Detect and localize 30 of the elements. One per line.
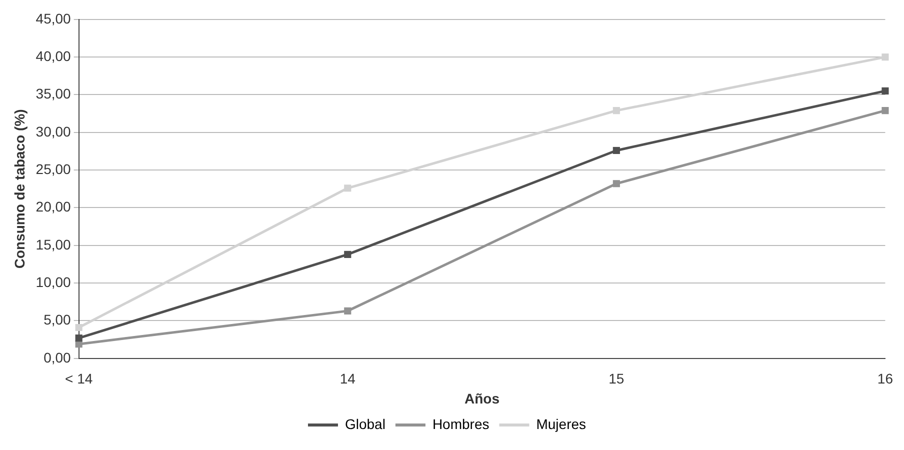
y-tick-label: 40,00	[36, 48, 72, 64]
y-tick-label: 20,00	[36, 198, 72, 215]
legend-label: Hombres	[432, 416, 490, 432]
x-tick-label: 14	[340, 370, 356, 387]
point	[75, 334, 82, 342]
point	[612, 180, 620, 188]
point	[344, 307, 352, 314]
point	[75, 324, 82, 332]
y-tick-label: 0,00	[44, 349, 72, 366]
point	[612, 107, 620, 114]
x-tick-label: < 14	[65, 370, 93, 387]
y-tick-label: 45,00	[36, 10, 72, 26]
y-tick-label: 35,00	[36, 86, 72, 102]
x-axis-title: Años	[464, 390, 500, 406]
y-axis-title: Consumo de tabaco (%)	[11, 109, 28, 269]
point	[882, 87, 889, 94]
point	[882, 54, 889, 61]
y-tick-label: 5,00	[44, 312, 72, 328]
point	[344, 184, 352, 192]
legend-label: Global	[344, 416, 386, 432]
y-tick-label: 15,00	[36, 236, 72, 252]
point	[612, 146, 620, 154]
x-tick-label: 16	[877, 370, 894, 387]
y-tick-label: 25,00	[36, 160, 72, 177]
point	[882, 107, 889, 114]
legend-label: Mujeres	[536, 416, 586, 432]
y-tick-label: 30,00	[36, 123, 72, 140]
point	[344, 250, 352, 258]
y-tick-label: 10,00	[36, 274, 72, 290]
x-tick-label: 15	[608, 370, 624, 387]
